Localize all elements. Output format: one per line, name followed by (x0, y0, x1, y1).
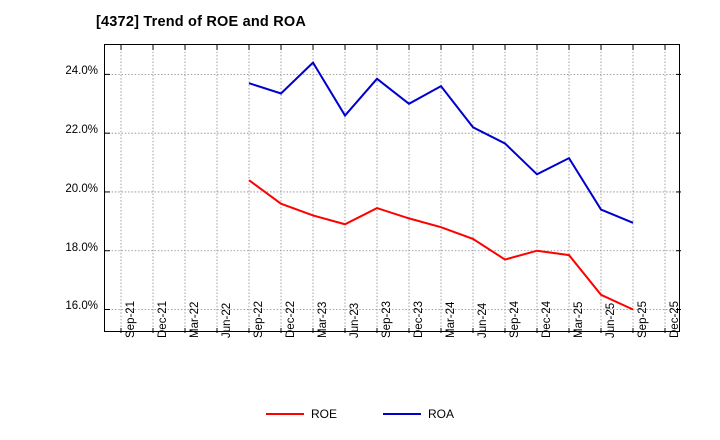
x-axis-tick-label: Sep-25 (637, 300, 649, 338)
x-axis-tick-label: Mar-24 (445, 301, 457, 338)
chart-title: [4372] Trend of ROE and ROA (96, 14, 307, 30)
chart-legend: ROE ROA (0, 404, 720, 424)
legend-swatch-roa (383, 413, 421, 415)
x-axis-tick-label: Dec-23 (413, 300, 425, 338)
legend-label: ROE (310, 407, 337, 421)
y-axis-tick-label: 22.0% (65, 124, 98, 137)
y-axis-tick-label: 18.0% (65, 241, 98, 254)
x-axis-tick-label: Jun-23 (349, 302, 361, 338)
legend-swatch-roe (265, 413, 304, 415)
y-axis-tick-label: 24.0% (65, 65, 98, 78)
series-line-roe (248, 179, 634, 311)
chart-svg (105, 45, 681, 333)
plot-area (104, 44, 681, 333)
x-axis-tick-label: Dec-24 (541, 300, 553, 338)
x-axis-tick-label: Sep-23 (381, 300, 393, 338)
x-axis-tick-label: Sep-21 (125, 300, 137, 338)
x-axis-tick-label: Mar-23 (317, 301, 329, 338)
x-axis-tick-label: Jun-25 (605, 302, 617, 338)
legend-item-roe: ROE (265, 407, 337, 421)
legend-item-roa: ROA (383, 407, 454, 421)
x-axis-tick-label: Jun-22 (221, 302, 233, 338)
x-axis-tick-label: Dec-22 (285, 300, 297, 338)
y-axis-tick-label: 20.0% (65, 182, 98, 195)
y-axis-tick-label: 16.0% (65, 300, 98, 313)
x-axis-tick-label: Jun-24 (477, 302, 489, 338)
x-axis-tick-label: Dec-21 (157, 300, 169, 338)
x-axis-tick-label: Mar-22 (189, 301, 201, 338)
x-axis-tick-label: Dec-25 (669, 300, 681, 338)
series-line-roa (248, 61, 634, 224)
legend-label: ROA (428, 407, 455, 421)
x-axis-tick-label: Sep-24 (509, 300, 521, 338)
x-axis-tick-label: Mar-25 (573, 301, 585, 338)
x-axis-tick-label: Sep-22 (253, 300, 265, 338)
